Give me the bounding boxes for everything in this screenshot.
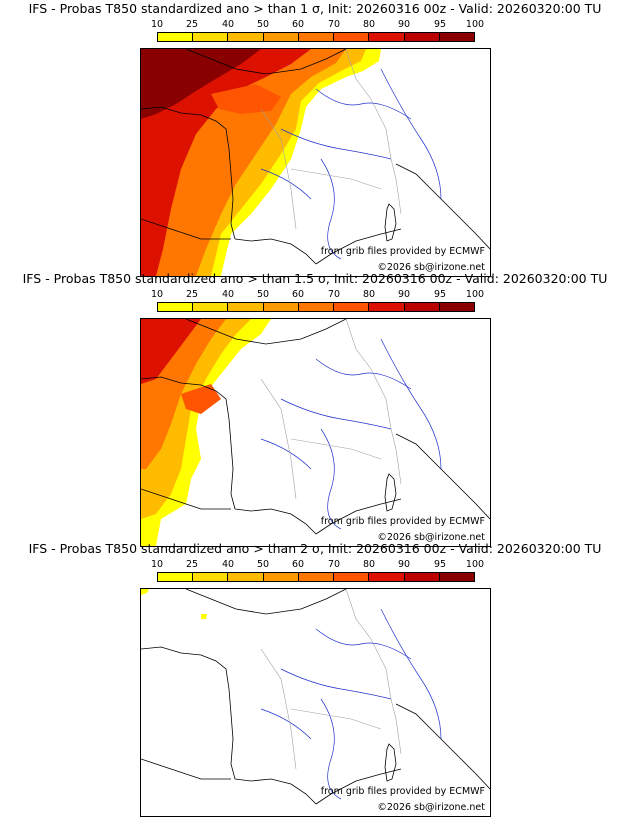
rivers xyxy=(260,338,442,530)
colorbar xyxy=(157,572,475,582)
colorbar-swatch xyxy=(193,303,229,311)
colorbar-swatch xyxy=(228,33,264,41)
panel-sigma-1-5: IFS - Probas T850 standardized ano > tha… xyxy=(0,270,630,547)
colorbar-swatch xyxy=(404,33,440,41)
colorbar-swatch xyxy=(228,573,264,581)
source-credit: from grib files provided by ECMWF xyxy=(320,246,485,257)
colorbar-swatch xyxy=(193,573,229,581)
colorbar-swatch xyxy=(404,573,440,581)
coastlines xyxy=(141,589,490,805)
colorbar-swatch xyxy=(334,33,370,41)
probability-map: from grib files provided by ECMWF ©2026 … xyxy=(140,588,491,817)
colorbar-ticks: 10 25 40 50 60 70 80 90 95 100 xyxy=(139,289,499,301)
colorbar-swatch xyxy=(334,573,370,581)
colorbar-tick: 80 xyxy=(362,289,376,300)
probability-map: from grib files provided by ECMWF ©2026 … xyxy=(140,318,491,547)
colorbar-tick: 40 xyxy=(221,19,235,30)
colorbar-swatch xyxy=(263,33,299,41)
colorbar-tick: 70 xyxy=(327,289,341,300)
colorbar-swatch xyxy=(158,303,194,311)
colorbar-swatch xyxy=(263,573,299,581)
colorbar-tick: 50 xyxy=(256,289,270,300)
panel-sigma-2: IFS - Probas T850 standardized ano > tha… xyxy=(0,540,630,817)
map-canvas xyxy=(141,319,490,546)
colorbar-swatch xyxy=(439,573,474,581)
colorbar-tick: 60 xyxy=(291,289,305,300)
colorbar-swatch xyxy=(298,33,335,41)
colorbar-swatch xyxy=(439,303,474,311)
colorbar-swatch xyxy=(263,303,299,311)
colorbar-swatch xyxy=(369,573,405,581)
map-canvas xyxy=(141,49,490,276)
colorbar-tick: 95 xyxy=(433,19,447,30)
colorbar-tick: 40 xyxy=(221,559,235,570)
probability-fill xyxy=(141,319,271,546)
colorbar-swatch xyxy=(298,303,335,311)
source-credit: from grib files provided by ECMWF xyxy=(320,516,485,527)
rivers xyxy=(260,608,442,800)
colorbar xyxy=(157,32,475,42)
copyright: ©2026 sb@irizone.net xyxy=(377,532,485,543)
colorbar-tick: 80 xyxy=(362,19,376,30)
colorbar-tick: 80 xyxy=(362,559,376,570)
probability-map: from grib files provided by ECMWF ©2026 … xyxy=(140,48,491,277)
colorbar-tick: 100 xyxy=(465,289,485,300)
colorbar-tick: 60 xyxy=(291,559,305,570)
colorbar-ticks: 10 25 40 50 60 70 80 90 95 100 xyxy=(139,19,499,31)
colorbar-tick: 95 xyxy=(433,559,447,570)
colorbar-swatch xyxy=(439,33,474,41)
colorbar xyxy=(157,302,475,312)
colorbar-swatch xyxy=(369,303,405,311)
colorbar-tick: 25 xyxy=(185,559,199,570)
colorbar-swatch xyxy=(334,303,370,311)
colorbar-tick: 90 xyxy=(397,19,411,30)
colorbar-tick: 90 xyxy=(397,289,411,300)
borders xyxy=(260,49,402,230)
map-canvas xyxy=(141,589,490,805)
colorbar-tick: 70 xyxy=(327,559,341,570)
panel-title: IFS - Probas T850 standardized ano > tha… xyxy=(22,271,608,286)
colorbar-tick: 25 xyxy=(185,289,199,300)
borders xyxy=(260,589,402,770)
colorbar-ticks: 10 25 40 50 60 70 80 90 95 100 xyxy=(139,559,499,571)
colorbar-tick: 100 xyxy=(465,19,485,30)
colorbar-tick: 10 xyxy=(150,19,164,30)
source-credit: from grib files provided by ECMWF xyxy=(320,786,485,797)
colorbar-swatch xyxy=(369,33,405,41)
colorbar-swatch xyxy=(193,33,229,41)
colorbar-tick: 40 xyxy=(221,289,235,300)
copyright: ©2026 sb@irizone.net xyxy=(377,262,485,273)
probability-fill xyxy=(141,589,207,619)
colorbar-tick: 25 xyxy=(185,19,199,30)
colorbar-tick: 60 xyxy=(291,19,305,30)
colorbar-swatch xyxy=(158,573,194,581)
colorbar-swatch xyxy=(298,573,335,581)
colorbar-tick: 10 xyxy=(150,289,164,300)
coastlines xyxy=(141,319,490,535)
panel-title: IFS - Probas T850 standardized ano > tha… xyxy=(28,541,602,556)
coastlines xyxy=(141,49,490,265)
copyright: ©2026 sb@irizone.net xyxy=(377,802,485,813)
colorbar-swatch xyxy=(404,303,440,311)
colorbar-tick: 100 xyxy=(465,559,485,570)
panel-sigma-1: IFS - Probas T850 standardized ano > tha… xyxy=(0,0,630,277)
colorbar-tick: 90 xyxy=(397,559,411,570)
probability-fill xyxy=(141,49,381,276)
colorbar-swatch xyxy=(228,303,264,311)
colorbar-swatch xyxy=(158,33,194,41)
borders xyxy=(260,319,402,500)
panel-title: IFS - Probas T850 standardized ano > tha… xyxy=(28,1,602,16)
colorbar-tick: 70 xyxy=(327,19,341,30)
colorbar-tick: 10 xyxy=(150,559,164,570)
colorbar-tick: 50 xyxy=(256,559,270,570)
colorbar-tick: 95 xyxy=(433,289,447,300)
colorbar-tick: 50 xyxy=(256,19,270,30)
